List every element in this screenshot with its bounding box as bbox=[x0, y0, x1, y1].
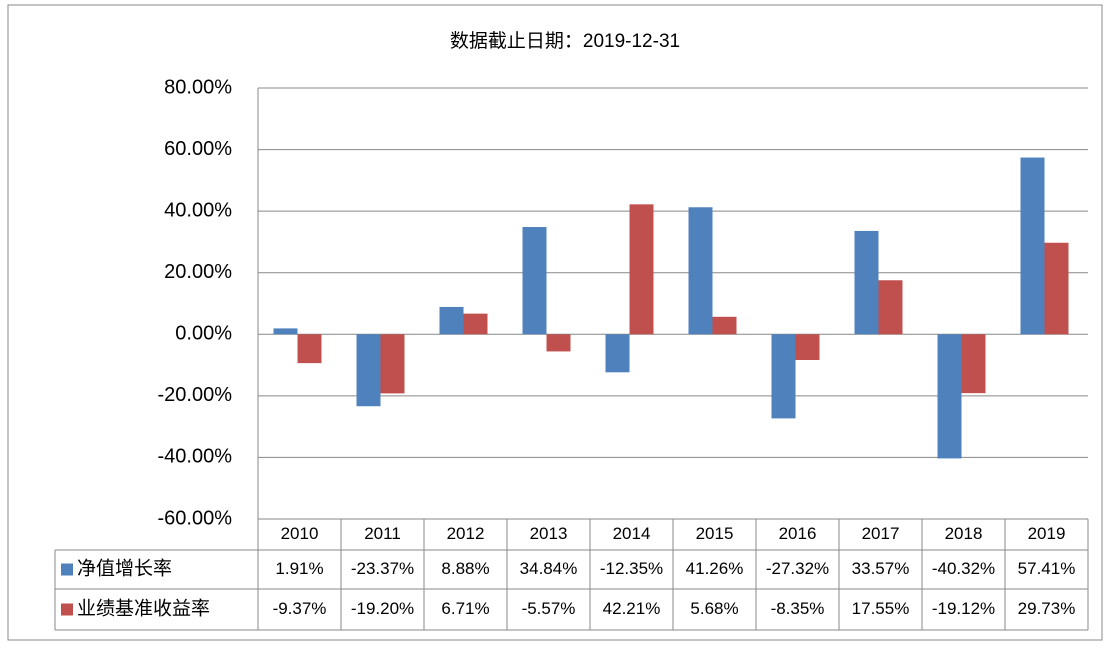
x-tick-label: 2017 bbox=[862, 524, 900, 543]
y-tick-label: 40.00% bbox=[164, 199, 232, 221]
table-value: -9.37% bbox=[273, 599, 327, 618]
table-value: 41.26% bbox=[686, 559, 744, 578]
x-tick-label: 2018 bbox=[945, 524, 983, 543]
bar bbox=[854, 230, 879, 335]
y-tick-label: 80.00% bbox=[164, 76, 232, 98]
x-tick-label: 2013 bbox=[530, 524, 568, 543]
bar bbox=[878, 280, 903, 335]
bar bbox=[712, 316, 737, 335]
bar bbox=[795, 334, 820, 360]
y-tick-label: 0.00% bbox=[175, 323, 232, 345]
table-value: 33.57% bbox=[852, 559, 910, 578]
table-value: -5.57% bbox=[522, 599, 576, 618]
chart-border bbox=[7, 4, 1103, 641]
bar bbox=[380, 334, 405, 394]
chart-title: 数据截止日期：2019-12-31 bbox=[450, 30, 680, 52]
table-value: 8.88% bbox=[441, 559, 489, 578]
table-value: 29.73% bbox=[1018, 599, 1076, 618]
x-tick-label: 2011 bbox=[364, 524, 401, 543]
y-tick-label: 20.00% bbox=[164, 261, 232, 283]
table-value: 34.84% bbox=[520, 559, 578, 578]
table-value: 1.91% bbox=[275, 559, 323, 578]
table-value: -19.12% bbox=[932, 599, 995, 618]
legend-label: 净值增长率 bbox=[77, 558, 172, 580]
legend-swatch bbox=[61, 563, 73, 576]
table-value: 42.21% bbox=[603, 599, 661, 618]
x-tick-label: 2015 bbox=[696, 524, 734, 543]
bar bbox=[546, 334, 571, 352]
x-tick-label: 2010 bbox=[281, 524, 319, 543]
bar bbox=[629, 204, 654, 335]
table-value: -27.32% bbox=[766, 559, 829, 578]
y-tick-label: -20.00% bbox=[158, 384, 233, 406]
bar bbox=[605, 334, 630, 373]
bar bbox=[273, 328, 298, 335]
table-value: -23.37% bbox=[351, 559, 414, 578]
y-tick-label: -40.00% bbox=[158, 446, 233, 468]
bar bbox=[522, 227, 547, 335]
bar bbox=[439, 306, 464, 335]
table-value: -12.35% bbox=[600, 559, 663, 578]
x-tick-label: 2012 bbox=[447, 524, 485, 543]
legend-swatch bbox=[61, 603, 73, 616]
y-tick-label: -60.00% bbox=[158, 507, 233, 529]
bar bbox=[688, 207, 713, 335]
table-value: -40.32% bbox=[932, 559, 995, 578]
x-tick-label: 2019 bbox=[1028, 524, 1066, 543]
bar bbox=[1044, 242, 1069, 335]
x-tick-label: 2016 bbox=[779, 524, 817, 543]
bar bbox=[961, 334, 986, 394]
table-value: 17.55% bbox=[852, 599, 910, 618]
bar bbox=[937, 334, 962, 459]
bar bbox=[356, 334, 381, 407]
table-value: 5.68% bbox=[690, 599, 738, 618]
table-value: -19.20% bbox=[351, 599, 414, 618]
x-tick-label: 2014 bbox=[613, 524, 651, 543]
bar bbox=[1020, 157, 1045, 335]
table-value: 6.71% bbox=[441, 599, 489, 618]
bar bbox=[463, 313, 488, 335]
table-value: -8.35% bbox=[771, 599, 825, 618]
bar bbox=[771, 334, 796, 419]
bar bbox=[297, 334, 322, 364]
legend-label: 业绩基准收益率 bbox=[77, 598, 210, 620]
y-tick-label: 60.00% bbox=[164, 138, 232, 160]
table-value: 57.41% bbox=[1018, 559, 1076, 578]
